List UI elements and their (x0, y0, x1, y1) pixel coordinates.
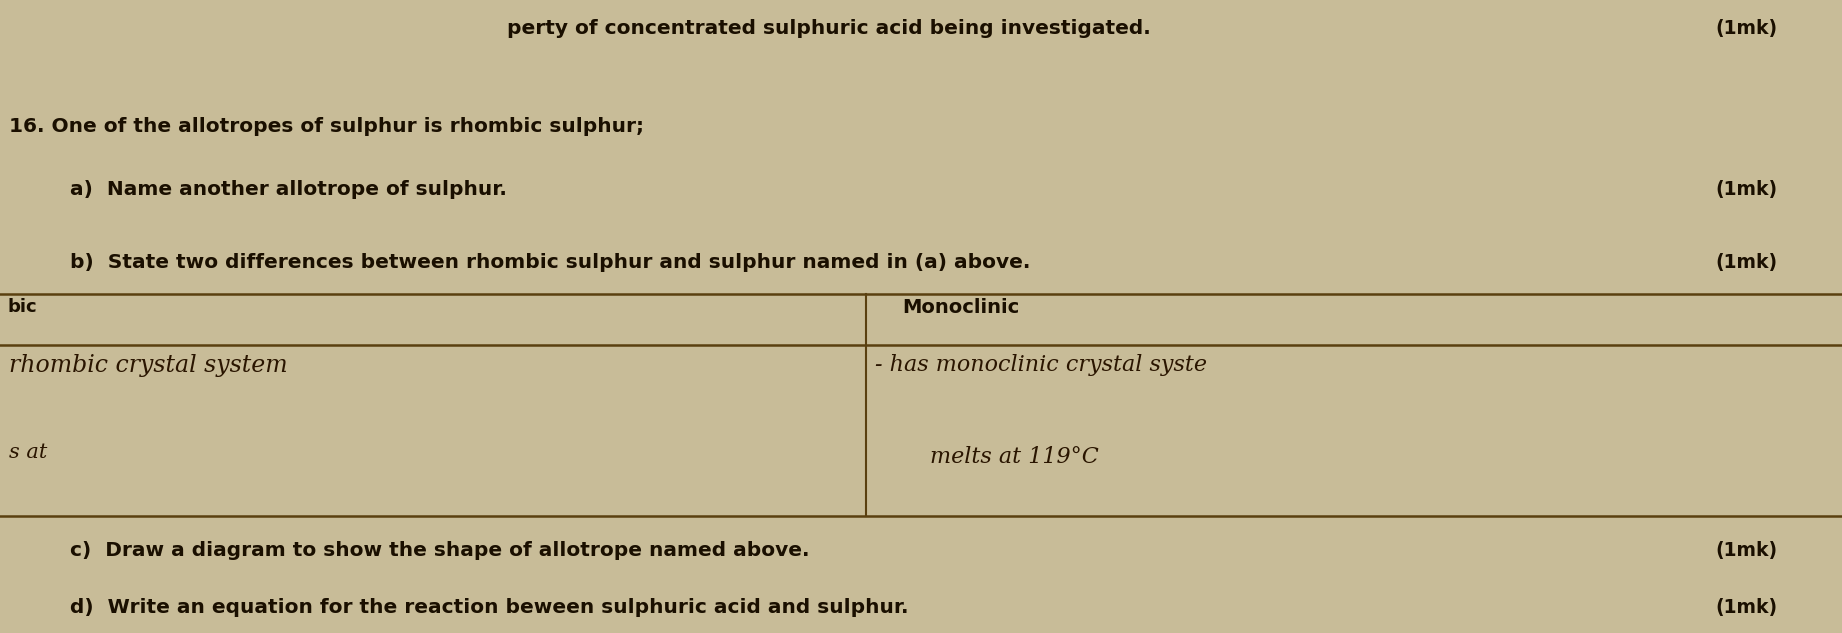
Text: 16. One of the allotropes of sulphur is rhombic sulphur;: 16. One of the allotropes of sulphur is … (9, 117, 645, 136)
Text: (1mk): (1mk) (1715, 253, 1778, 272)
Text: rhombic crystal system: rhombic crystal system (9, 354, 287, 377)
Text: (1mk): (1mk) (1715, 541, 1778, 560)
Text: (1mk): (1mk) (1715, 598, 1778, 617)
Text: melts at 119°C: melts at 119°C (930, 446, 1100, 468)
Text: bic: bic (7, 298, 37, 315)
Text: - has monoclinic crystal syste: - has monoclinic crystal syste (875, 354, 1207, 377)
Text: (1mk): (1mk) (1715, 180, 1778, 199)
Text: a)  Name another allotrope of sulphur.: a) Name another allotrope of sulphur. (70, 180, 507, 199)
Text: Monoclinic: Monoclinic (903, 298, 1020, 316)
Text: (1mk): (1mk) (1715, 19, 1778, 38)
Text: b)  State two differences between rhombic sulphur and sulphur named in (a) above: b) State two differences between rhombic… (70, 253, 1030, 272)
Text: c)  Draw a diagram to show the shape of allotrope named above.: c) Draw a diagram to show the shape of a… (70, 541, 809, 560)
Text: d)  Write an equation for the reaction beween sulphuric acid and sulphur.: d) Write an equation for the reaction be… (70, 598, 908, 617)
Text: s at: s at (9, 443, 48, 462)
Text: perty of concentrated sulphuric acid being investigated.: perty of concentrated sulphuric acid bei… (507, 19, 1149, 38)
